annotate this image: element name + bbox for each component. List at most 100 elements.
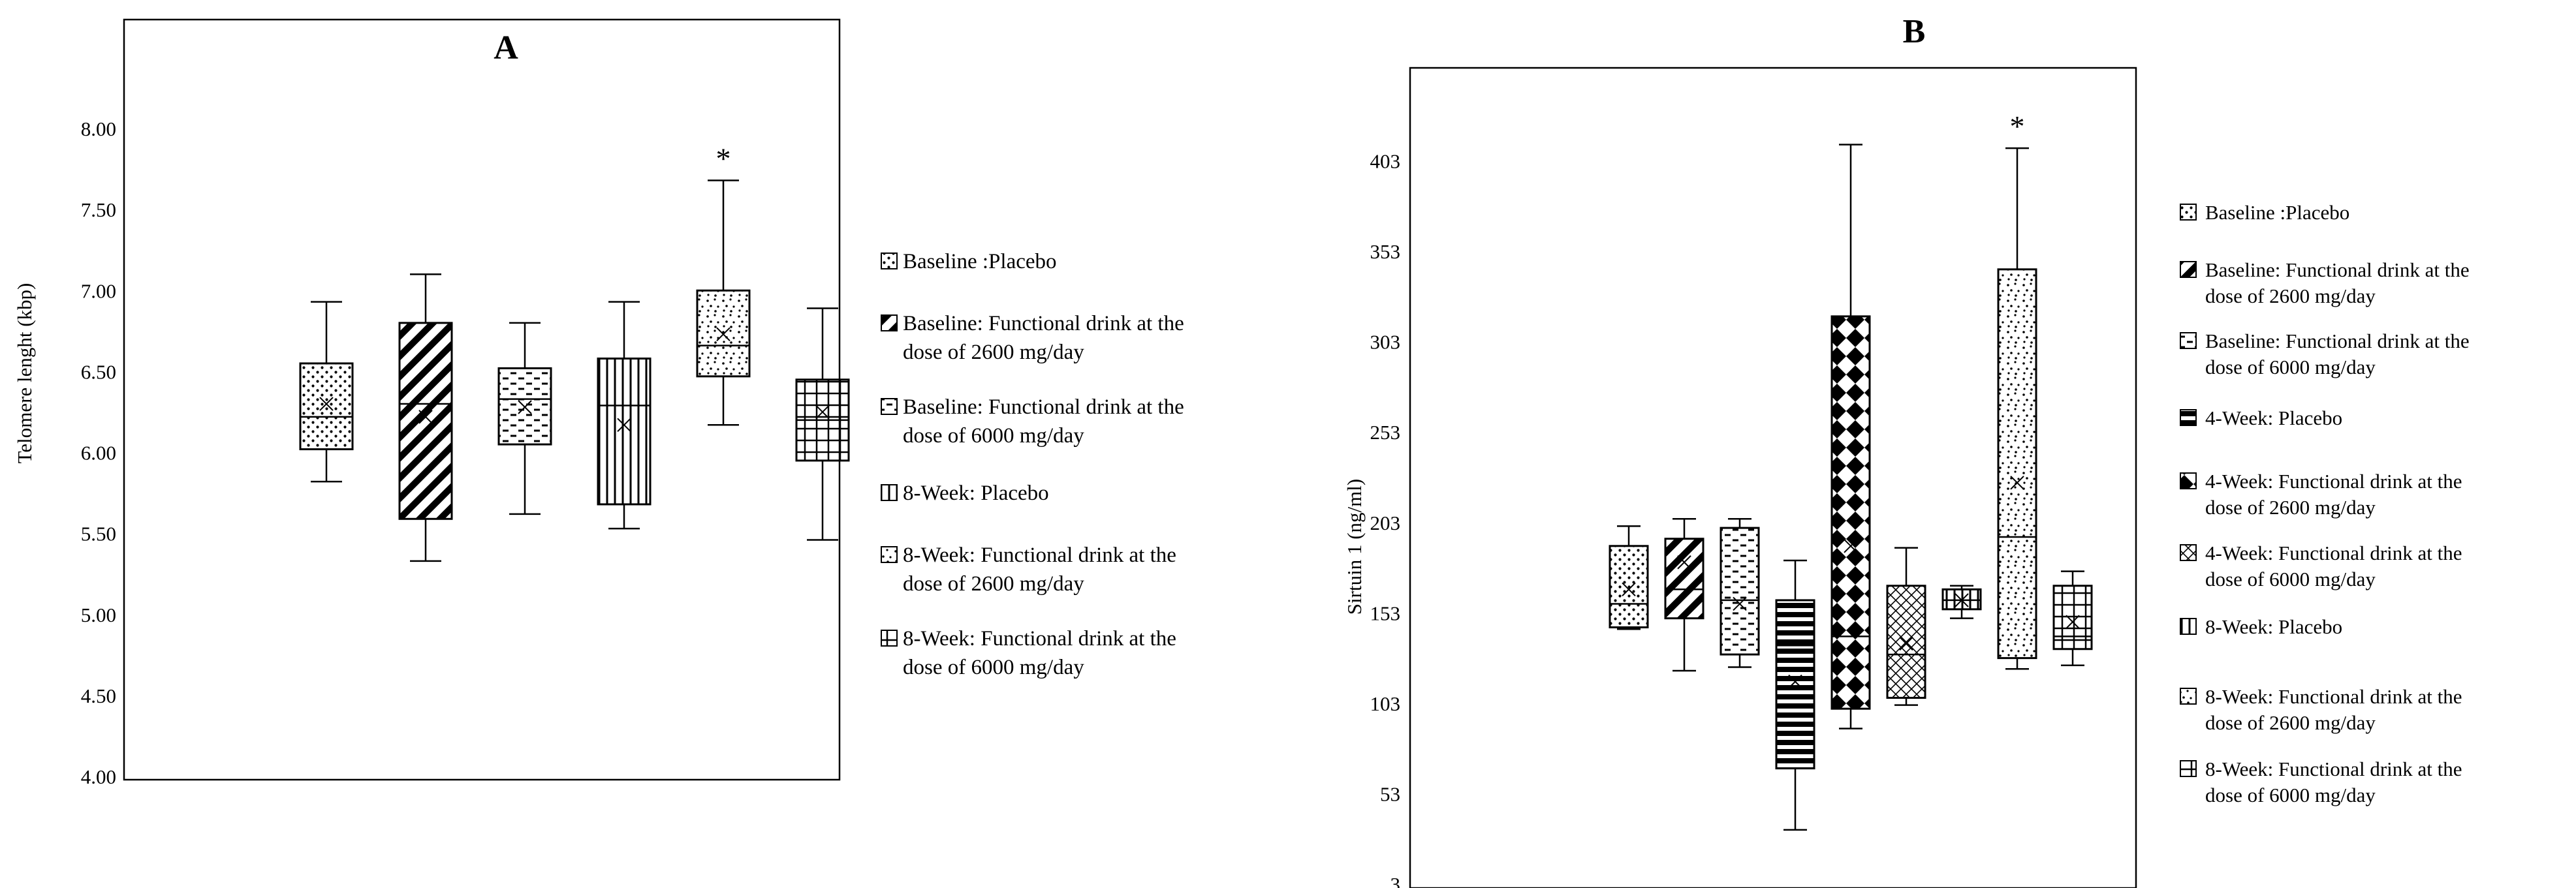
legend-swatch: [881, 398, 898, 415]
legend-item-2: Baseline: Functional drink at the dose of…: [2180, 258, 2470, 307]
mean-marker: [617, 418, 631, 433]
legend-swatch: [881, 484, 898, 501]
panel-b-y-tick-label: 303: [1370, 331, 1401, 354]
panel-a-y-tick-label: 4.00: [81, 765, 116, 788]
legend-label: dose of 2600 mg/day: [2205, 711, 2376, 734]
legend-swatch: [2180, 544, 2197, 561]
legend-swatch: [2180, 688, 2197, 705]
panel-a-y-tick-label: 5.00: [81, 604, 116, 626]
legend-item-9: 8-Week: Functional drink at the dose of 6…: [2180, 758, 2462, 806]
mean-marker-stroke: [2010, 476, 2024, 490]
box-iqr: [1886, 585, 1926, 699]
mean-marker-stroke: [1899, 636, 1913, 651]
legend-label: 8-Week: Functional drink at the: [903, 627, 1176, 651]
panel-b-y-tick-label: 353: [1370, 240, 1401, 263]
panel-b-y-tick-label: 203: [1370, 512, 1401, 534]
box-iqr: [1830, 315, 1871, 710]
panel-b-plot-frame: [1409, 67, 2137, 888]
panel-a-y-tick-label: 8.00: [81, 117, 116, 140]
mean-marker: [1622, 582, 1636, 597]
mean-marker-stroke: [1788, 674, 1802, 689]
panel-b-legend: Baseline :Placebo Baseline: Functional dr…: [2180, 201, 2470, 806]
legend-label: Baseline :Placebo: [2205, 201, 2349, 224]
panel-a-plot-frame: [123, 18, 841, 781]
legend-label: dose of 6000 mg/day: [2205, 784, 2376, 806]
legend-swatch: [2180, 261, 2197, 278]
legend-label: dose of 2600 mg/day: [2205, 284, 2376, 307]
panel-b-y-tick-label: 53: [1380, 782, 1400, 805]
mean-marker-stroke: [617, 418, 631, 433]
box-6: [795, 307, 850, 541]
box-iqr: [299, 362, 354, 451]
legend-label: dose of 2600 mg/day: [903, 341, 1084, 364]
legend-item-8: 8-Week: Functional drink at the dose of 2…: [2180, 685, 2462, 734]
legend-swatch: [2180, 332, 2197, 349]
box-8: [1997, 147, 2037, 670]
box-iqr: [1775, 599, 1815, 770]
mean-marker: [1899, 636, 1913, 651]
box-2: [1664, 517, 1704, 672]
panel-a-y-tick-label: 6.50: [81, 360, 116, 383]
legend-item-6: 4-Week: Functional drink at the dose of 6…: [2180, 542, 2462, 590]
box-1: [299, 301, 354, 483]
mean-marker-stroke: [1733, 596, 1747, 611]
legend-label: dose of 6000 mg/day: [2205, 568, 2376, 590]
panel-a-y-tick-label: 7.00: [81, 279, 116, 302]
legend-item-3: Baseline: Functional drink at the dose of…: [2180, 329, 2470, 378]
mean-marker: [319, 397, 334, 411]
mean-marker: [1788, 674, 1802, 689]
mean-marker: [1733, 596, 1747, 611]
legend-label: Baseline :Placebo: [903, 250, 1057, 273]
box-5: [1830, 144, 1871, 729]
legend-label: dose of 2600 mg/day: [2205, 496, 2376, 519]
box-3: [1720, 517, 1760, 668]
box-1: [1609, 525, 1649, 630]
panel-a-plot: 4.00 4.50 5.00 5.50 6.00 6.50 7.00 7.50 8.00 *: [81, 117, 850, 788]
mean-marker-stroke: [418, 410, 433, 424]
mean-marker-stroke: [518, 400, 532, 414]
legend-item-6: 8-Week: Functional drink at the dose of 6…: [881, 627, 1176, 679]
legend-label: 8-Week: Functional drink at the: [903, 544, 1176, 567]
panel-a-y-tick-label: 7.50: [81, 198, 116, 221]
legend-label: 4-Week: Placebo: [2205, 406, 2342, 429]
legend-item-1: Baseline :Placebo: [2180, 201, 2349, 224]
panel-a-y-tick-label: 6.00: [81, 442, 116, 465]
legend-item-4: 4-Week: Placebo: [2180, 406, 2342, 429]
legend-swatch: [2180, 409, 2197, 426]
box-iqr: [398, 322, 453, 520]
box-iqr: [2052, 585, 2093, 651]
legend-swatch: [881, 546, 898, 563]
mean-marker: [815, 405, 830, 420]
box-7: [1941, 585, 1982, 619]
box-iqr: [1664, 538, 1704, 620]
legend-label: 4-Week: Functional drink at the: [2205, 542, 2462, 564]
mean-marker-stroke: [1844, 539, 1858, 553]
box-iqr: [1609, 545, 1649, 629]
box-6: [1886, 547, 1926, 706]
significance-asterisk: *: [2010, 110, 2025, 143]
mean-marker: [2010, 476, 2024, 490]
legend-label: Baseline: Functional drink at the: [903, 312, 1184, 335]
mean-marker-stroke: [716, 327, 730, 341]
panel-b-y-axis-label: Sirtuin 1 (ng/ml): [1343, 479, 1366, 615]
box-2: [398, 273, 453, 562]
panel-a-y-axis-label: Telomere lenght (kbp): [13, 283, 36, 464]
panel-a-title: A: [494, 29, 518, 67]
legend-item-7: 8-Week: Placebo: [2180, 615, 2342, 638]
legend-label: dose of 6000 mg/day: [903, 656, 1084, 679]
mean-marker-stroke: [319, 397, 334, 411]
mean-marker-stroke: [2066, 615, 2080, 629]
mean-marker: [2066, 615, 2080, 629]
box-5: [696, 179, 751, 426]
legend-label: 8-Week: Functional drink at the: [2205, 685, 2462, 708]
legend-label: 8-Week: Placebo: [2205, 615, 2342, 638]
legend-swatch: [881, 630, 898, 647]
legend-item-4: 8-Week: Placebo: [881, 482, 1049, 505]
box-4: [1775, 559, 1815, 831]
legend-swatch: [2180, 472, 2197, 489]
legend-label: dose of 6000 mg/day: [2205, 356, 2376, 378]
box-9: [2052, 570, 2093, 666]
mean-marker-stroke: [1677, 555, 1691, 570]
